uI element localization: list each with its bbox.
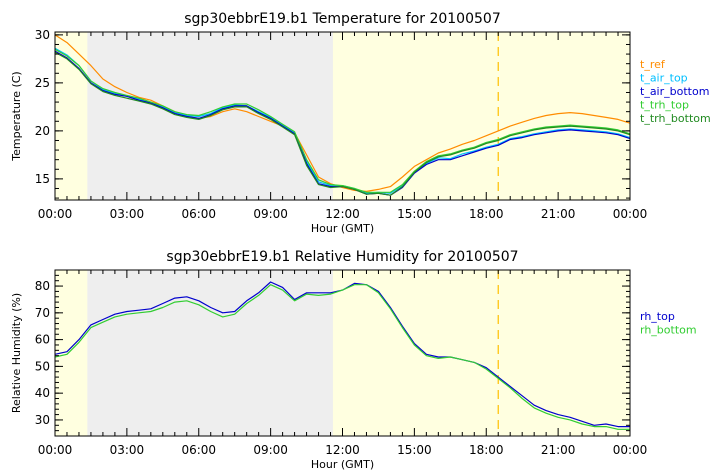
temp-x-tick-label: 09:00 <box>253 207 288 221</box>
temp-x-axis-label: Hour (GMT) <box>311 222 374 235</box>
temp-x-tick-label: 00:00 <box>613 207 648 221</box>
temp-x-tick-label: 06:00 <box>181 207 216 221</box>
rh-x-tick-label: 09:00 <box>253 443 288 457</box>
temp-y-axis-label: Temperature (C) <box>10 71 23 161</box>
rh-legend-rh-bottom: rh_bottom <box>640 324 697 337</box>
rh-night-shading <box>87 270 333 436</box>
rh-series-rh-bottom <box>54 284 630 430</box>
rh-x-tick-label: 03:00 <box>110 443 145 457</box>
rh-y-tick-label: 50 <box>35 359 50 373</box>
rh-x-tick-label: 00:00 <box>613 443 648 457</box>
rh-x-tick-label: 12:00 <box>325 443 360 457</box>
temp-legend-t-air-bottom: t_air_bottom <box>640 85 709 98</box>
temp-x-tick-label: 15:00 <box>397 207 432 221</box>
rh-y-tick-label: 30 <box>35 413 50 427</box>
temp-x-tick-label: 00:00 <box>38 207 73 221</box>
temp-y-tick-label: 25 <box>35 76 50 90</box>
temp-legend-t-trh-top: t_trh_top <box>640 99 689 112</box>
temp-legend-t-ref: t_ref <box>640 58 666 71</box>
temp-series-t-trh-top <box>54 48 631 193</box>
humidity-chart: 00:00 03:00 06:00 09:00 12:00 15:00 18:00 21:00… <box>10 249 697 471</box>
rh-x-tick-label: 15:00 <box>397 443 432 457</box>
temp-x-tick-label: 03:00 <box>110 207 145 221</box>
temp-series-t-ref <box>54 34 631 192</box>
temp-y-tick-label: 20 <box>35 124 50 138</box>
temp-x-tick-label: 18:00 <box>469 207 504 221</box>
rh-x-tick-label: 00:00 <box>38 443 73 457</box>
temp-y-tick-label: 15 <box>35 172 50 186</box>
rh-legend-rh-top: rh_top <box>640 310 675 323</box>
rh-x-tick-label: 06:00 <box>181 443 216 457</box>
rh-x-tick-label: 18:00 <box>469 443 504 457</box>
rh-y-tick-label: 70 <box>35 306 50 320</box>
temperature-chart: 00:00 03:00 06:00 09:00 12:00 15:00 18:00 21:00… <box>10 11 711 235</box>
rh-chart-title: sgp30ebbrE19.b1 Relative Humidity for 20… <box>166 249 518 265</box>
temp-legend-t-trh-bottom: t_trh_bottom <box>640 112 711 125</box>
temp-legend-t-air-top: t_air_top <box>640 72 688 85</box>
rh-y-tick-label: 40 <box>35 386 50 400</box>
temp-x-tick-label: 21:00 <box>541 207 576 221</box>
rh-y-axis-label: Relative Humidity (%) <box>10 293 23 413</box>
rh-y-tick-label: 60 <box>35 333 50 347</box>
rh-x-tick-label: 21:00 <box>541 443 576 457</box>
rh-y-tick-label: 80 <box>35 279 50 293</box>
temp-y-tick-label: 30 <box>35 28 50 42</box>
temp-x-tick-label: 12:00 <box>325 207 360 221</box>
temp-chart-title: sgp30ebbrE19.b1 Temperature for 20100507 <box>184 11 500 27</box>
rh-x-axis-label: Hour (GMT) <box>311 458 374 471</box>
temp-series-t-trh-bottom <box>54 51 631 196</box>
